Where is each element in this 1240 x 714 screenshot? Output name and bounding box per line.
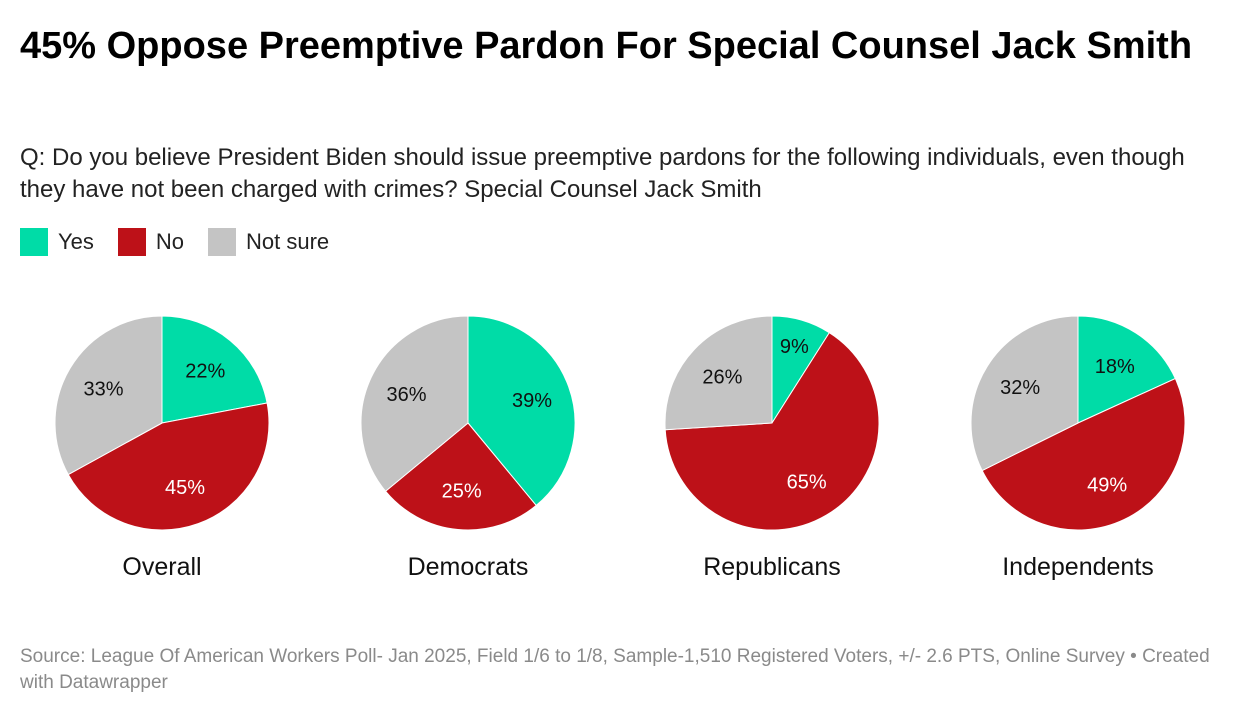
pie-slice-independents-not-sure xyxy=(970,315,1079,472)
pie-slice-independents-no xyxy=(981,377,1186,531)
pie-value-label-overall-not-sure: 33% xyxy=(83,378,123,400)
pie-value-label-overall-no: 45% xyxy=(165,477,205,499)
legend-item-not-sure: Not sure xyxy=(208,228,329,256)
pie-slice-independents-yes xyxy=(1077,315,1176,424)
pie-slice-overall-yes xyxy=(161,315,268,424)
pie-slice-overall-no xyxy=(67,402,270,531)
pie-value-label-republicans-yes: 9% xyxy=(780,336,809,358)
legend-swatch-yes xyxy=(20,228,48,256)
pie-charts: 22% 45% 33% Overall 39% 25% 36% Democrats 9% 65% 2… xyxy=(54,315,1186,581)
pie-title-democrats: Democrats xyxy=(408,553,529,581)
legend-item-yes: Yes xyxy=(20,228,94,256)
legend-swatch-no xyxy=(117,228,146,256)
pie-value-label-democrats-yes: 39% xyxy=(512,390,552,412)
legend-label-no: No xyxy=(155,229,185,254)
pie-slice-democrats-no xyxy=(384,422,537,531)
pie-value-label-republicans-not-sure: 26% xyxy=(702,367,742,389)
pie-value-label-democrats-not-sure: 36% xyxy=(386,384,426,406)
pie-value-label-independents-not-sure: 32% xyxy=(1000,377,1040,399)
pie-value-label-independents-no: 49% xyxy=(1087,474,1127,496)
legend-label-not-sure: Not sure xyxy=(246,229,330,254)
pie-title-overall: Overall xyxy=(122,553,201,581)
legend-swatch-not-sure xyxy=(208,228,237,256)
pie-slice-democrats-yes xyxy=(467,315,576,507)
legend: Yes No Not sure xyxy=(20,228,353,256)
pie-value-label-independents-yes: 18% xyxy=(1095,356,1135,378)
pie-value-label-democrats-no: 25% xyxy=(442,481,482,503)
legend-label-yes: Yes xyxy=(58,229,94,254)
pie-value-label-overall-yes: 22% xyxy=(185,361,225,383)
chart-subtitle: Q: Do you believe President Biden should… xyxy=(20,144,1185,203)
pie-slice-republicans-no xyxy=(664,331,880,531)
pie-slice-republicans-not-sure xyxy=(664,315,773,431)
source-footer: Source: League Of American Workers Poll-… xyxy=(20,646,1210,693)
chart-title: 45% Oppose Preemptive Pardon For Special… xyxy=(20,25,1193,67)
legend-item-no: No xyxy=(117,228,185,256)
pie-slice-overall-not-sure xyxy=(54,315,163,476)
pie-slice-democrats-not-sure xyxy=(360,315,469,492)
pie-value-label-republicans-no: 65% xyxy=(787,472,827,494)
pie-title-independents: Independents xyxy=(1002,553,1154,581)
pie-title-republicans: Republicans xyxy=(703,553,841,581)
